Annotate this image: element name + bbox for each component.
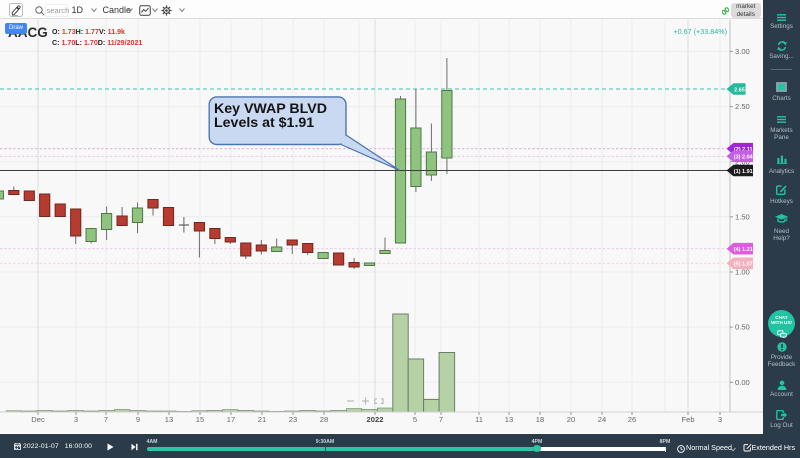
svg-text:Dec: Dec [31, 415, 45, 424]
svg-text:13: 13 [505, 415, 513, 424]
svg-text:20: 20 [567, 415, 575, 424]
svg-text:13: 13 [165, 415, 173, 424]
svg-text:(5) 1.07: (5) 1.07 [734, 262, 753, 268]
svg-text:3: 3 [718, 415, 722, 424]
svg-text:28: 28 [320, 415, 328, 424]
svg-text:2.65: 2.65 [734, 87, 745, 93]
svg-text:26: 26 [628, 415, 636, 424]
svg-text:1.00: 1.00 [735, 268, 750, 277]
svg-text:(1) 1.91: (1) 1.91 [734, 169, 753, 175]
svg-text:2.50: 2.50 [735, 102, 750, 111]
svg-text:5: 5 [413, 415, 417, 424]
svg-text:(3) 2.04: (3) 2.04 [734, 155, 754, 161]
svg-text:21: 21 [258, 415, 266, 424]
svg-text:15: 15 [196, 415, 204, 424]
svg-text:2022: 2022 [367, 415, 384, 424]
svg-text:(2) 2.11: (2) 2.11 [734, 147, 753, 153]
svg-text:7: 7 [104, 415, 108, 424]
svg-text:11: 11 [475, 415, 483, 424]
svg-text:Key VWAP BLVD: Key VWAP BLVD [214, 101, 327, 117]
svg-text:3: 3 [74, 415, 78, 424]
svg-text:Levels at $1.91: Levels at $1.91 [214, 115, 314, 131]
svg-text:1.50: 1.50 [735, 212, 750, 221]
svg-text:3.00: 3.00 [735, 47, 750, 56]
svg-text:17: 17 [227, 415, 235, 424]
svg-text:7: 7 [439, 415, 443, 424]
svg-text:23: 23 [289, 415, 297, 424]
svg-text:(4) 1.21: (4) 1.21 [734, 247, 753, 253]
svg-text:0.50: 0.50 [735, 323, 750, 332]
svg-text:0.00: 0.00 [735, 378, 750, 387]
svg-text:18: 18 [536, 415, 544, 424]
svg-text:9: 9 [136, 415, 140, 424]
svg-text:24: 24 [598, 415, 606, 424]
svg-text:Feb: Feb [681, 415, 694, 424]
